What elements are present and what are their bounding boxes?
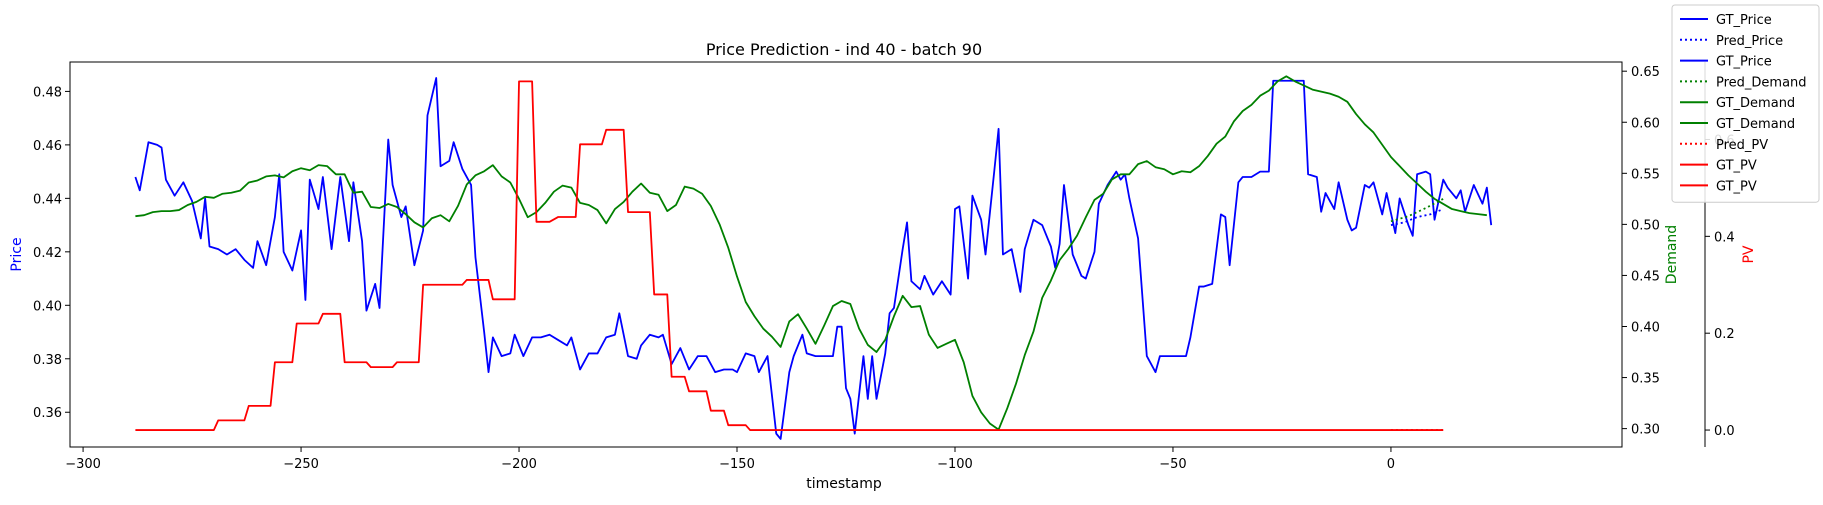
legend-item-label: Pred_PV (1716, 138, 1768, 153)
plot-frame (69, 61, 1623, 448)
series-line-gt-price (134, 77, 1493, 440)
demand-tick-label: 0.35 (1631, 372, 1660, 387)
x-tick-label: −100 (937, 457, 973, 472)
legend-item-label: Pred_Demand (1716, 75, 1807, 90)
legend-item-label: Pred_Price (1716, 34, 1783, 49)
x-tick-label: −250 (283, 457, 319, 472)
demand-tick-label: 0.50 (1631, 218, 1660, 233)
price-tick-label: 0.40 (33, 299, 62, 314)
x-tick-label: 0 (1387, 457, 1395, 472)
series-layer (134, 75, 1493, 440)
demand-axis-label: Demand (1664, 225, 1680, 284)
demand-tick-label: 0.45 (1631, 269, 1660, 284)
price-tick-label: 0.42 (33, 246, 62, 261)
series-line-gt-pv (135, 80, 1444, 431)
chart-title: Price Prediction - ind 40 - batch 90 (706, 40, 982, 59)
price-tick-label: 0.38 (33, 353, 62, 368)
legend-box (1671, 4, 1820, 203)
series-line-pred-price (1390, 208, 1444, 226)
pv-tick-label: 0.0 (1714, 424, 1735, 439)
pv-tick-label: 0.4 (1714, 230, 1735, 245)
pv-axis-label: PV (1741, 245, 1757, 263)
demand-tick-label: 0.60 (1631, 116, 1660, 131)
price-tick-label: 0.36 (33, 406, 62, 421)
demand-tick-label: 0.55 (1631, 167, 1660, 182)
price-tick-label: 0.46 (33, 139, 62, 154)
price-tick-label: 0.44 (33, 192, 62, 207)
x-tick-label: −50 (1159, 457, 1186, 472)
x-tick-label: −150 (719, 457, 755, 472)
x-axis-label: timestamp (806, 476, 882, 492)
legend: GT_Price Pred_Price GT_Price Pred_Demand GT_… (1671, 4, 1820, 203)
price-tick-label: 0.48 (33, 85, 62, 100)
price-axis-label: Price (9, 237, 25, 271)
x-tick-label: −300 (65, 457, 101, 472)
legend-item-label: GT_Price (1716, 13, 1772, 28)
x-tick-label: −200 (501, 457, 537, 472)
pv-tick-label: 0.2 (1714, 327, 1735, 342)
axes-layer: −300 −250 −200 −150 −100 −50 0 0.36 0.38 0.40 0.42… (9, 61, 1757, 472)
legend-item-label: GT_PV (1716, 179, 1757, 194)
legend-item-label: GT_Demand (1716, 117, 1795, 132)
legend-item-label: GT_Price (1716, 55, 1772, 70)
demand-tick-label: 0.65 (1631, 65, 1660, 80)
demand-tick-label: 0.40 (1631, 320, 1660, 335)
demand-tick-label: 0.30 (1631, 423, 1660, 438)
series-line-gt-demand (135, 75, 1487, 431)
legend-item-label: GT_Demand (1716, 96, 1795, 111)
legend-item-label: GT_PV (1716, 159, 1757, 174)
